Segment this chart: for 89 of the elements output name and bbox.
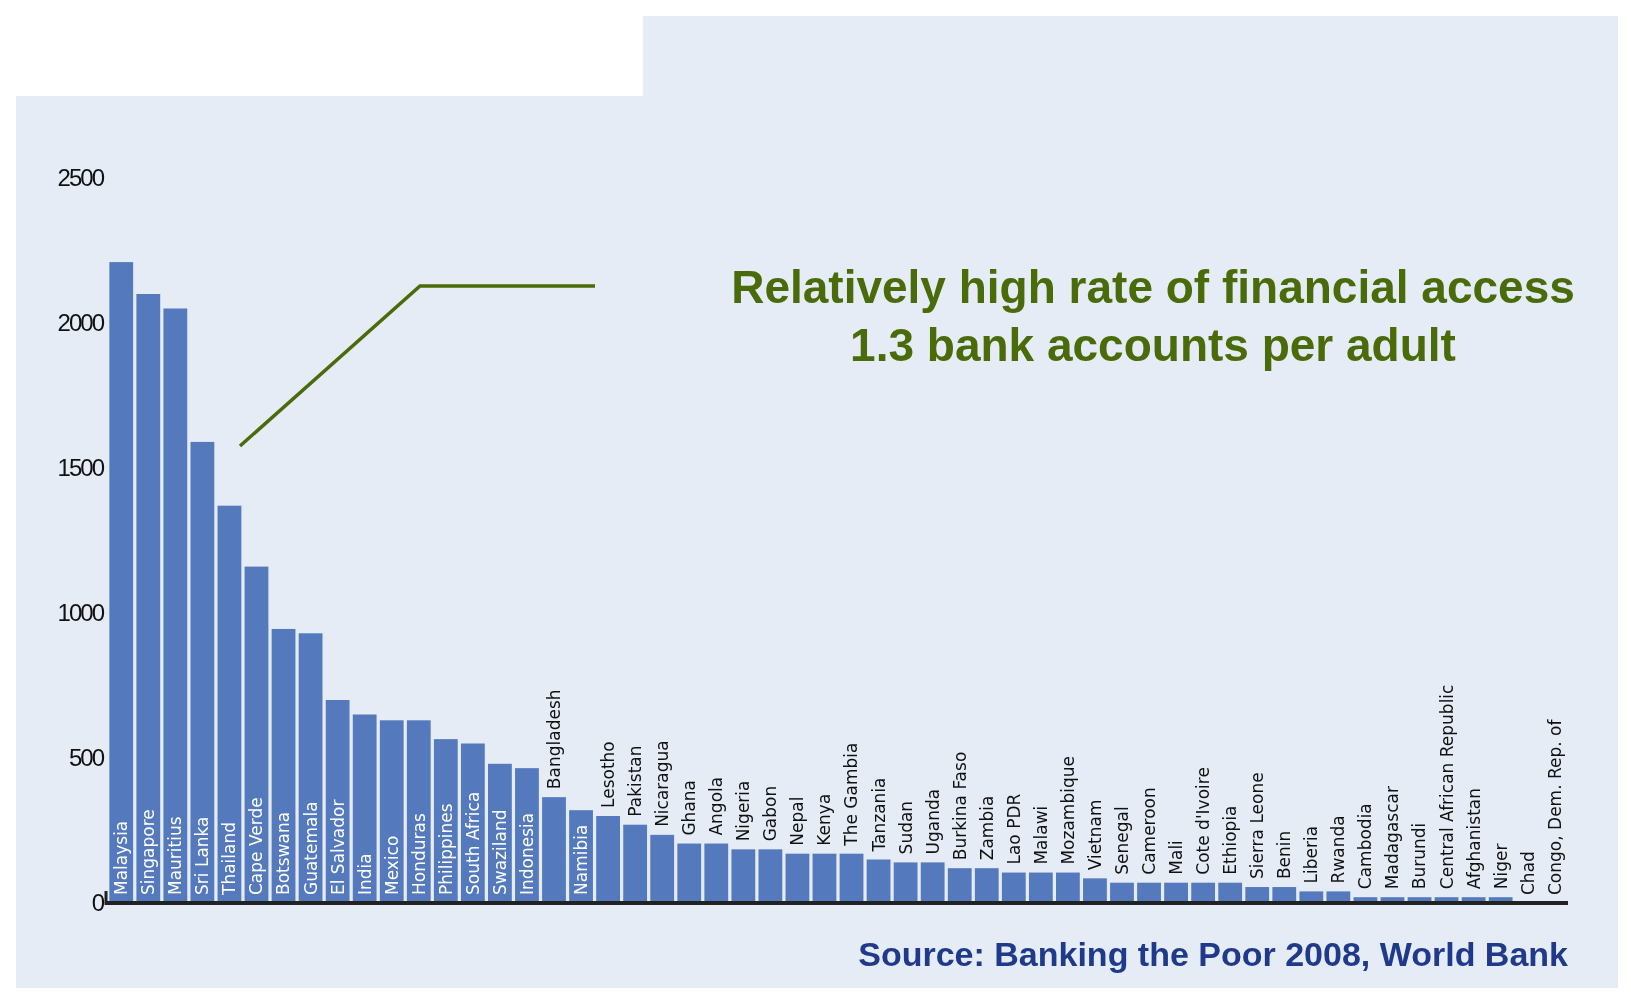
bar — [1083, 878, 1107, 903]
bar — [920, 862, 945, 903]
x-tick-label: Cote d'Ivoire — [1193, 767, 1214, 875]
y-tick-label: 1000 — [57, 599, 105, 627]
x-tick-label: Malawi — [1030, 805, 1051, 865]
x-tick-label: Burundi — [1409, 822, 1430, 890]
x-tick-label: Cape Verde — [246, 797, 267, 895]
y-tick-label: 0 — [91, 889, 105, 917]
x-tick-label: Mali — [1166, 840, 1187, 875]
x-tick-label: Mauritius — [165, 816, 186, 895]
bar — [596, 816, 620, 903]
bar — [731, 849, 756, 903]
x-tick-label: El Salvador — [327, 799, 348, 895]
x-tick-label: Nigeria — [733, 780, 754, 842]
x-tick-label: Ghana — [679, 779, 700, 836]
y-tick-label: 1500 — [57, 454, 105, 482]
x-tick-label: Pakistan — [625, 745, 646, 817]
x-tick-label: Tanzania — [868, 777, 889, 853]
bar — [623, 824, 648, 903]
x-tick-label: Vietnam — [1084, 799, 1105, 871]
x-tick-label: Bangladesh — [543, 689, 564, 790]
x-tick-label: India — [354, 853, 375, 895]
bar — [758, 849, 783, 903]
bar — [1001, 872, 1026, 903]
bar — [893, 862, 918, 903]
bar — [379, 720, 404, 903]
bar — [1028, 872, 1053, 903]
bar — [704, 843, 729, 903]
bar — [785, 853, 810, 903]
bar — [190, 441, 215, 903]
x-tick-label: Nicaragua — [652, 740, 673, 827]
x-tick-label: Malaysia — [111, 820, 132, 895]
source-note: Source: Banking the Poor 2008, World Bank — [858, 935, 1569, 973]
x-tick-label: Swaziland — [489, 809, 510, 895]
bar — [109, 262, 134, 903]
bar — [947, 868, 972, 903]
x-tick-label: Benin — [1274, 830, 1295, 880]
bar — [866, 859, 891, 903]
y-tick-label: 2000 — [57, 309, 105, 337]
x-tick-label: Mozambique — [1057, 756, 1078, 865]
x-tick-label: Ethiopia — [1220, 805, 1241, 875]
x-tick-label: Gabon — [760, 785, 781, 842]
x-tick-label: Thailand — [219, 821, 240, 896]
x-tick-label: Cambodia — [1355, 803, 1376, 890]
x-tick-label: Guatemala — [300, 801, 321, 895]
x-tick-label: Nepal — [787, 796, 808, 846]
x-tick-label: Burkina Faso — [949, 751, 970, 861]
x-tick-label: Chad — [1517, 851, 1538, 895]
x-tick-label: Senegal — [1111, 806, 1132, 875]
x-tick-label: Liberia — [1301, 825, 1322, 884]
x-tick-label: Congo, Dem. Rep. of — [1544, 718, 1565, 895]
x-tick-label: Singapore — [138, 809, 159, 895]
x-tick-label: Kenya — [814, 793, 835, 846]
x-tick-label: Lao PDR — [1003, 793, 1024, 865]
x-tick-label: Philippines — [435, 803, 456, 895]
bar — [650, 834, 675, 903]
x-tick-label: Afghanistan — [1463, 788, 1484, 890]
y-tick-label: 500 — [68, 744, 105, 772]
y-tick-label: 2500 — [57, 164, 105, 192]
x-tick-label: Botswana — [273, 811, 294, 895]
annotation: Relatively high rate of financial access 1.3 bank accounts per adult — [731, 261, 1575, 371]
x-tick-label: Sierra Leone — [1247, 772, 1268, 880]
x-tick-label: Sri Lanka — [192, 816, 213, 895]
bar — [812, 853, 837, 903]
x-tick-label: Angola — [706, 776, 727, 836]
bar — [1056, 872, 1080, 903]
x-tick-label: South Africa — [462, 791, 483, 895]
bar — [217, 505, 242, 903]
bar — [974, 868, 999, 903]
bar — [136, 294, 161, 903]
x-tick-label: The Gambia — [841, 742, 862, 847]
x-tick-label: Indonesia — [516, 812, 537, 895]
x-tick-label: Lesotho — [598, 741, 619, 808]
x-tick-label: Cameroon — [1138, 787, 1159, 875]
bar — [352, 714, 377, 903]
x-tick-label: Mexico — [381, 835, 402, 895]
x-tick-label: Uganda — [922, 788, 943, 855]
x-tick-label: Rwanda — [1328, 815, 1349, 884]
x-tick-label: Sudan — [895, 800, 916, 855]
x-tick-label: Namibia — [571, 824, 591, 895]
x-tick-label: Honduras — [408, 813, 429, 895]
bar — [839, 853, 864, 903]
x-tick-label: Central African Republic — [1436, 684, 1457, 890]
bar — [542, 797, 566, 903]
x-tick-label: Niger — [1490, 843, 1511, 890]
bar — [677, 843, 702, 903]
x-tick-label: Madagascar — [1382, 786, 1403, 890]
bar — [163, 308, 188, 903]
x-tick-label: Zambia — [976, 795, 997, 861]
